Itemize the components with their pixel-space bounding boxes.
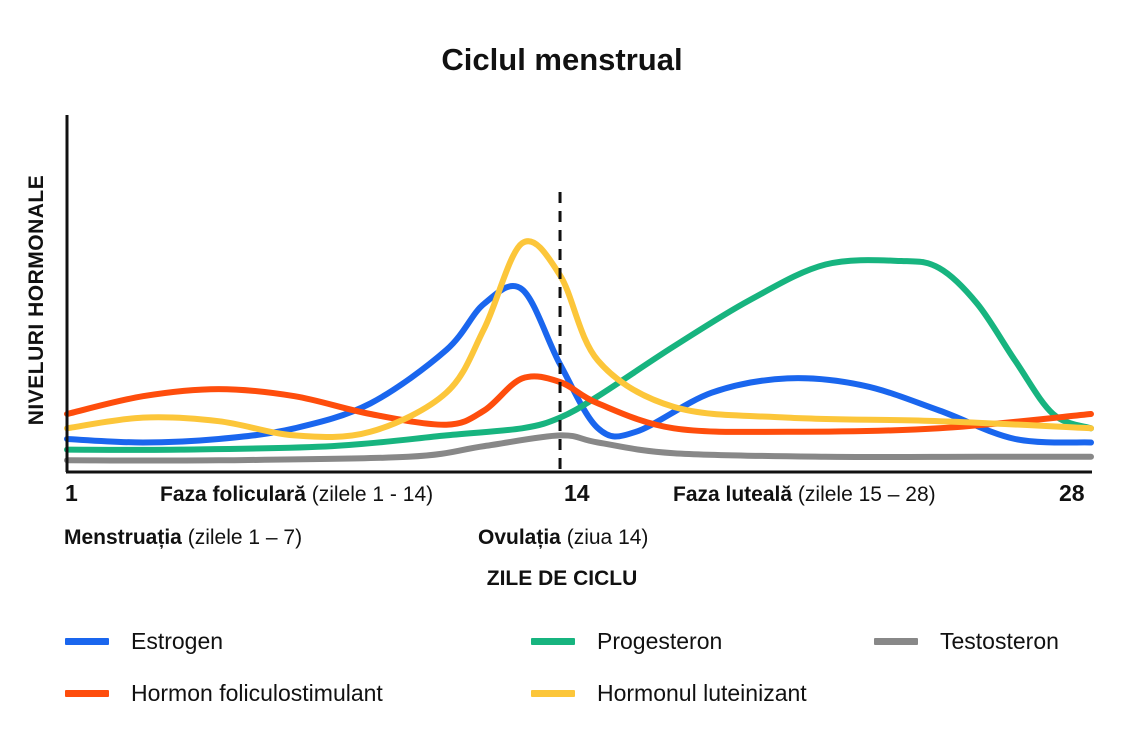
series-line-hormonul-luteinizant [64,238,1094,441]
event-range: (ziua 14) [566,526,649,549]
legend-item-estrogen: Estrogen [65,626,223,656]
x-tick-label: 28 [1059,480,1085,506]
legend-item-testosteron: Testosteron [874,626,1059,656]
series-line-hormon-foliculostimulant [64,373,1094,435]
event-name: Menstruația [64,526,182,549]
series-line-progesteron [64,257,1094,453]
legend-label: Hormon foliculostimulant [131,679,383,706]
legend-label: Progesteron [597,627,723,654]
phase-range: (zilele 15 – 28) [797,483,936,506]
phase-range: (zilele 1 - 14) [311,483,434,506]
x-tick-label: 1 [65,480,78,506]
series-layer [64,238,1094,464]
series-line-testosteron [64,432,1094,464]
legend-item-progesteron: Progesteron [531,626,722,656]
legend-label: Hormonul luteinizant [597,679,807,706]
event-range: (zilele 1 – 7) [187,526,303,549]
luteal-phase-label: Faza luteală (zilele 15 – 28) [673,483,936,507]
legend-swatch [65,689,109,697]
chart-title: Ciclul menstrual [441,42,683,77]
legend-item-fsh: Hormon foliculostimulant [65,678,383,708]
follicular-phase-label: Faza foliculară (zilele 1 - 14) [160,483,433,507]
x-tick-label: 14 [564,480,590,506]
legend-swatch [531,637,575,645]
legend-item-lh: Hormonul luteinizant [531,678,807,708]
legend-label: Testosteron [940,627,1059,654]
x-axis-label: ZILE DE CICLU [486,567,638,590]
menstruation-label: Menstruația (zilele 1 – 7) [64,526,302,550]
event-name: Ovulația [478,526,561,549]
legend-swatch [874,637,918,645]
legend-swatch [531,689,575,697]
legend-swatch [65,637,109,645]
phase-name: Faza foliculară [160,483,306,506]
ovulation-label: Ovulația (ziua 14) [478,526,648,550]
phase-name: Faza luteală [673,483,793,506]
legend-label: Estrogen [131,627,224,654]
